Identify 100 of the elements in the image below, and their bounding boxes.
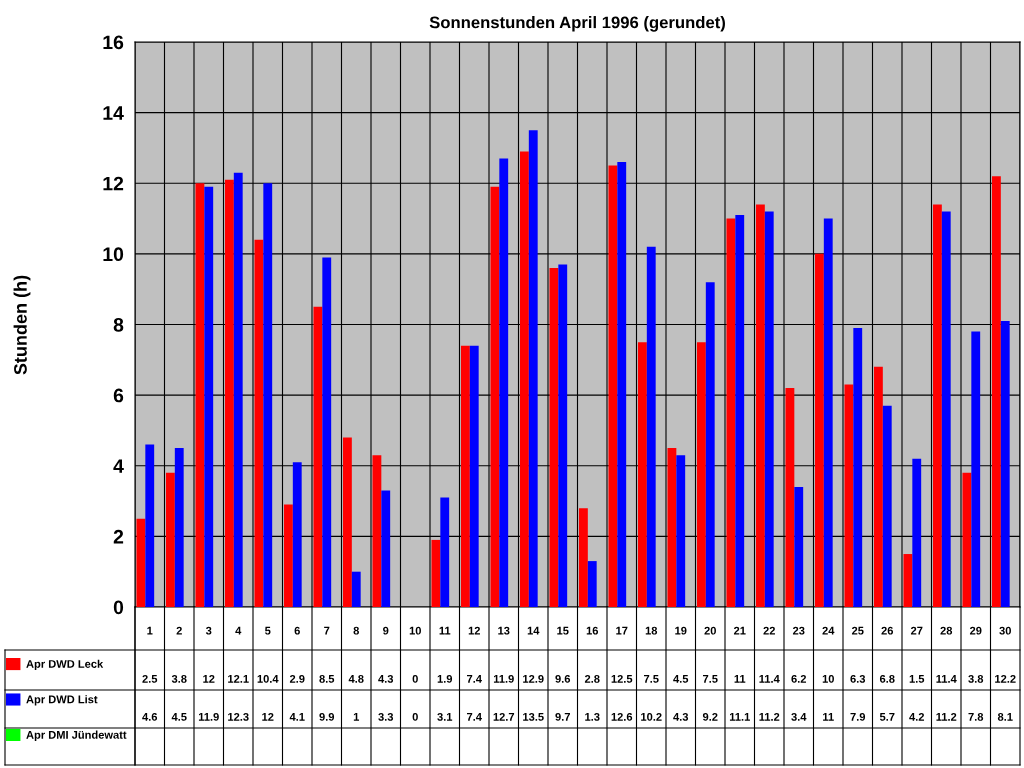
data-label: 8.5 <box>319 674 335 683</box>
bar <box>372 455 382 607</box>
data-label: 2.5 <box>142 674 158 683</box>
data-label: 9.7 <box>555 712 570 721</box>
bar <box>165 472 175 607</box>
bar <box>254 239 264 607</box>
data-label: 11.9 <box>493 674 514 683</box>
bar <box>755 204 765 607</box>
data-label: 6.2 <box>791 674 807 683</box>
data-label: 11.4 <box>936 675 957 683</box>
bar <box>233 172 243 607</box>
bar <box>578 508 588 607</box>
y-tick-label: 8 <box>113 317 124 332</box>
data-label: 4.3 <box>673 712 689 721</box>
x-tick-label: 3 <box>205 626 212 635</box>
data-label: 12.3 <box>228 712 249 721</box>
bar <box>174 448 184 607</box>
bar <box>844 384 854 607</box>
bar <box>882 405 892 607</box>
x-tick-label: 23 <box>792 626 805 635</box>
bar <box>667 448 677 607</box>
x-tick-label: 14 <box>527 626 540 635</box>
bar <box>785 388 795 607</box>
data-label: 10.2 <box>641 712 662 721</box>
data-label: 9.6 <box>555 674 571 683</box>
bar <box>971 331 981 607</box>
x-tick-label: 1 <box>147 626 153 635</box>
data-label: 12.1 <box>228 674 249 683</box>
data-label: 4.3 <box>378 674 394 683</box>
y-tick-label: 14 <box>103 106 124 120</box>
x-tick-label: 4 <box>235 626 242 635</box>
data-label: 11.1 <box>729 713 750 721</box>
legend-label: Apr DWD List <box>26 695 98 706</box>
x-tick-label: 5 <box>265 626 271 635</box>
data-label: 7.5 <box>703 675 718 683</box>
data-label: 4.8 <box>348 674 364 683</box>
data-label: 6.8 <box>879 674 895 683</box>
data-label: 12.6 <box>611 712 633 721</box>
bar <box>637 342 647 607</box>
data-label: 7.8 <box>968 712 984 721</box>
bar <box>263 183 273 607</box>
bar <box>292 462 302 607</box>
x-tick-label: 29 <box>969 626 982 635</box>
data-label: 4.1 <box>289 713 305 721</box>
data-label: 1.3 <box>585 712 600 721</box>
bar <box>145 444 155 607</box>
bar <box>204 186 214 607</box>
data-label: 3.8 <box>171 674 187 683</box>
x-tick-label: 24 <box>822 626 835 635</box>
data-label: 4.2 <box>909 712 925 721</box>
data-label: 10.4 <box>257 674 279 683</box>
bar <box>136 518 146 607</box>
x-tick-label: 15 <box>557 626 569 635</box>
data-label: 12.9 <box>523 674 544 683</box>
data-label: 12.7 <box>493 712 515 721</box>
bar <box>726 218 736 607</box>
data-label: 3.8 <box>968 674 984 683</box>
y-tick-label: 10 <box>103 247 124 262</box>
bar <box>991 176 1001 607</box>
bar <box>460 345 470 607</box>
bar <box>558 264 568 607</box>
x-tick-label: 26 <box>881 626 894 635</box>
bar <box>490 186 500 607</box>
x-tick-label: 11 <box>439 626 451 635</box>
y-axis-title: Stunden (h) <box>13 275 31 375</box>
x-tick-label: 6 <box>294 626 300 635</box>
bar <box>932 204 942 607</box>
data-label: 2.9 <box>289 674 305 683</box>
x-tick-label: 12 <box>468 626 480 635</box>
bar <box>351 571 361 607</box>
data-label: 9.9 <box>319 712 335 721</box>
x-tick-label: 9 <box>383 626 389 635</box>
y-tick-label: 12 <box>103 176 124 191</box>
data-label: 12.5 <box>611 674 633 683</box>
data-label: 10 <box>822 674 834 683</box>
bar <box>608 165 618 607</box>
x-tick-label: 16 <box>586 626 599 635</box>
x-tick-label: 20 <box>704 626 716 635</box>
bar <box>764 211 774 607</box>
x-tick-label: 8 <box>353 626 359 635</box>
bar <box>322 257 332 607</box>
bar <box>676 455 686 607</box>
legend-label: Apr DWD Leck <box>26 659 104 671</box>
data-label: 11.2 <box>759 712 780 721</box>
x-tick-label: 2 <box>176 626 182 635</box>
bar <box>962 472 972 607</box>
bar <box>195 183 205 607</box>
bar <box>853 328 863 607</box>
data-label: 12.2 <box>995 674 1016 683</box>
bar <box>705 282 715 607</box>
x-tick-label: 30 <box>999 626 1011 635</box>
data-label: 8.1 <box>997 712 1013 721</box>
data-label: 5.7 <box>879 713 895 721</box>
data-label: 7.5 <box>644 675 659 683</box>
y-tick-label: 4 <box>113 459 124 473</box>
data-label: 4.5 <box>673 675 689 683</box>
data-label: 9.2 <box>702 712 718 721</box>
data-label: 11 <box>734 675 746 683</box>
data-label: 3.1 <box>437 712 453 721</box>
bar <box>224 179 234 607</box>
